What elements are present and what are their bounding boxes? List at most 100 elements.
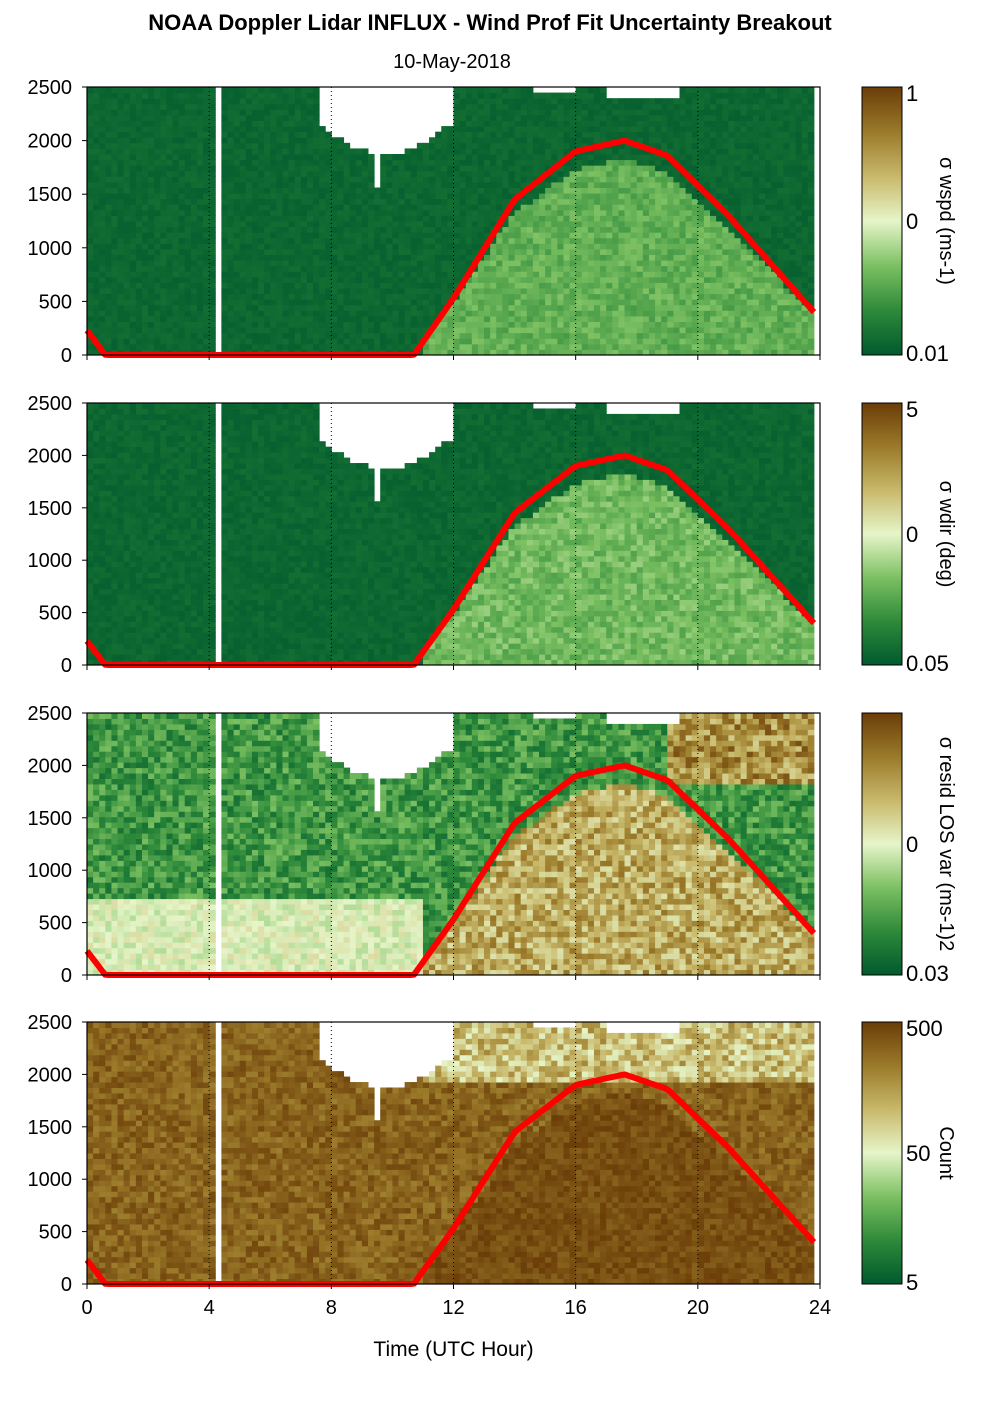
heatmap-cell <box>722 277 729 283</box>
heatmap-cell <box>741 104 748 110</box>
heatmap-cell <box>588 227 595 233</box>
heatmap-cell <box>618 176 625 182</box>
heatmap-cell <box>521 171 528 177</box>
heatmap-cell <box>631 182 638 188</box>
heatmap-cell <box>270 249 277 255</box>
heatmap-cell <box>301 199 308 205</box>
heatmap-cell <box>240 221 247 227</box>
heatmap-cell <box>411 215 418 221</box>
heatmap-cell <box>747 322 754 328</box>
heatmap-cell <box>319 266 326 272</box>
heatmap-cell <box>423 204 430 210</box>
heatmap-cell <box>166 271 173 277</box>
heatmap-cell <box>582 294 589 300</box>
heatmap-cell <box>124 238 131 244</box>
heatmap-cell <box>130 227 137 233</box>
heatmap-cell <box>197 137 204 143</box>
heatmap-cell <box>631 154 638 160</box>
heatmap-cell <box>368 305 375 311</box>
heatmap-cell <box>282 305 289 311</box>
heatmap-cell <box>417 249 424 255</box>
heatmap-cell <box>753 193 760 199</box>
heatmap-cell <box>160 310 167 316</box>
heatmap-cell <box>631 260 638 266</box>
heatmap-cell <box>576 288 583 294</box>
heatmap-cell <box>515 249 522 255</box>
heatmap-cell <box>563 165 570 171</box>
heatmap-cell <box>142 255 149 261</box>
heatmap-cell <box>618 277 625 283</box>
heatmap-cell <box>655 322 662 328</box>
heatmap-cell <box>368 338 375 344</box>
heatmap-cell <box>490 87 497 93</box>
heatmap-cell <box>631 255 638 261</box>
heatmap-cell <box>344 204 351 210</box>
heatmap-cell <box>484 188 491 194</box>
heatmap-cell <box>460 310 467 316</box>
heatmap-cell <box>734 93 741 99</box>
heatmap-cell <box>496 132 503 138</box>
heatmap-cell <box>753 204 760 210</box>
heatmap-cell <box>105 338 112 344</box>
heatmap-cell <box>282 104 289 110</box>
heatmap-cell <box>533 277 540 283</box>
heatmap-cell <box>460 266 467 272</box>
heatmap-cell <box>429 199 436 205</box>
heatmap-cell <box>484 344 491 350</box>
heatmap-cell <box>295 322 302 328</box>
heatmap-cell <box>655 249 662 255</box>
heatmap-cell <box>753 282 760 288</box>
heatmap-cell <box>741 327 748 333</box>
heatmap-cell <box>252 221 259 227</box>
heatmap-cell <box>325 193 332 199</box>
heatmap-cell <box>655 305 662 311</box>
heatmap-cell <box>301 327 308 333</box>
heatmap-cell <box>539 121 546 127</box>
heatmap-cell <box>698 232 705 238</box>
heatmap-cell <box>649 221 656 227</box>
heatmap-cell <box>741 143 748 149</box>
heatmap-cell <box>240 115 247 121</box>
heatmap-cell <box>246 104 253 110</box>
heatmap-cell <box>118 288 125 294</box>
heatmap-cell <box>93 277 100 283</box>
heatmap-cell <box>435 277 442 283</box>
heatmap-cell <box>606 294 613 300</box>
heatmap-cell <box>276 260 283 266</box>
heatmap-cell <box>588 137 595 143</box>
heatmap-cell <box>105 344 112 350</box>
heatmap-cell <box>734 327 741 333</box>
heatmap-cell <box>631 316 638 322</box>
heatmap-cell <box>392 271 399 277</box>
heatmap-cell <box>289 243 296 249</box>
heatmap-cell <box>539 327 546 333</box>
heatmap-cell <box>221 338 228 344</box>
heatmap-cell <box>246 165 253 171</box>
heatmap-cell <box>301 338 308 344</box>
heatmap-cell <box>545 322 552 328</box>
heatmap-cell <box>392 310 399 316</box>
heatmap-cell <box>307 121 314 127</box>
heatmap-cell <box>118 182 125 188</box>
heatmap-cell <box>545 193 552 199</box>
heatmap-cell <box>185 215 192 221</box>
heatmap-cell <box>337 282 344 288</box>
heatmap-cell <box>576 338 583 344</box>
heatmap-cell <box>124 255 131 261</box>
heatmap-cell <box>667 243 674 249</box>
heatmap-cell <box>460 148 467 154</box>
heatmap-cell <box>472 282 479 288</box>
heatmap-cell <box>282 260 289 266</box>
heatmap-cell <box>331 227 338 233</box>
heatmap-cell <box>563 115 570 121</box>
heatmap-cell <box>551 277 558 283</box>
heatmap-cell <box>374 333 381 339</box>
heatmap-cell <box>270 143 277 149</box>
heatmap-cell <box>576 255 583 261</box>
heatmap-cell <box>429 176 436 182</box>
heatmap-cell <box>582 316 589 322</box>
heatmap-cell <box>392 327 399 333</box>
heatmap-cell <box>289 98 296 104</box>
heatmap-cell <box>484 299 491 305</box>
heatmap-cell <box>399 310 406 316</box>
